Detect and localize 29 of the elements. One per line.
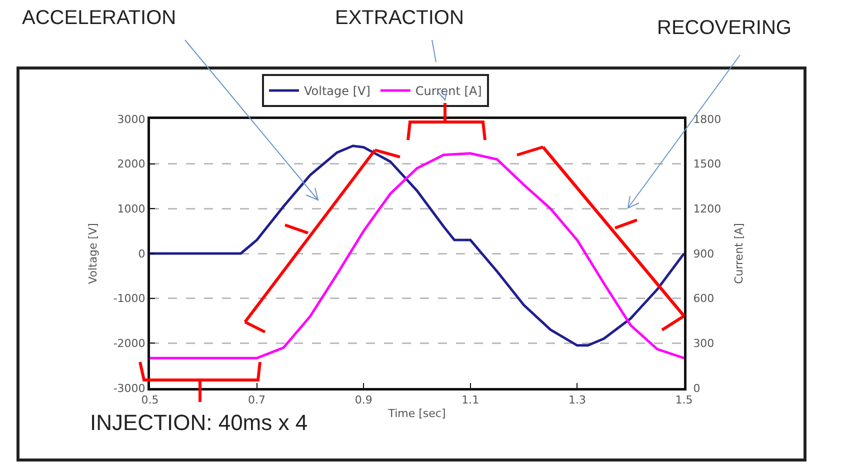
- x-tick-label: 1.1: [462, 394, 480, 407]
- y-axis-title: Voltage [V]: [86, 223, 100, 284]
- y2-tick-label: 900: [693, 247, 714, 260]
- y-tick-label: -1000: [113, 292, 146, 306]
- y-tick-label: -3000: [113, 382, 146, 395]
- y-tick-label: 2000: [117, 158, 146, 171]
- x-tick-label: 0.5: [141, 394, 159, 407]
- text: INJECTION: 40ms x 4: [90, 410, 308, 435]
- y-tick-label: 0: [138, 247, 146, 260]
- x-tick-label: 0.9: [354, 394, 372, 407]
- text: RECOVERING: [657, 17, 792, 39]
- text: EXTRACTION: [335, 7, 464, 29]
- y-tick-label: 3000: [117, 112, 146, 126]
- y2-tick-label: 0: [693, 382, 700, 395]
- text: ACCELERATION: [22, 7, 176, 29]
- y2-tick-label: 1200: [693, 202, 722, 216]
- y2-tick-label: 300: [693, 337, 714, 350]
- y2-tick-label: 600: [693, 292, 714, 306]
- x-tick-label: 1.5: [675, 394, 693, 407]
- x-tick-label: 0.7: [248, 394, 266, 407]
- y2-tick-label: 1800: [693, 112, 722, 126]
- legend-label: Current [A]: [415, 84, 482, 98]
- x-axis-title: Time [sec]: [387, 407, 446, 420]
- legend-label: Voltage [V]: [304, 84, 370, 98]
- y2-tick-label: 1500: [693, 158, 722, 171]
- y-tick-label: -2000: [113, 337, 146, 350]
- y-tick-label: 1000: [117, 202, 146, 216]
- y2-axis-title: Current [A]: [732, 223, 746, 284]
- x-tick-label: 1.3: [568, 394, 586, 407]
